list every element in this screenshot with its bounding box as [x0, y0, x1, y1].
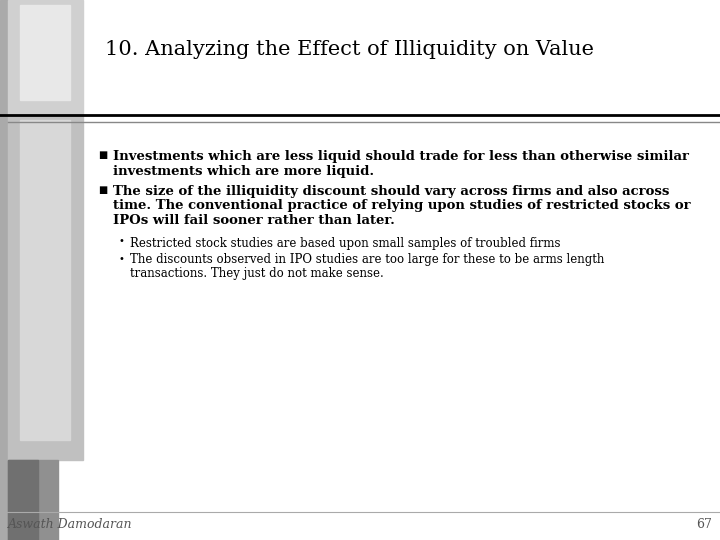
Text: Restricted stock studies are based upon small samples of troubled firms: Restricted stock studies are based upon …: [130, 237, 560, 249]
Text: 10. Analyzing the Effect of Illiquidity on Value: 10. Analyzing the Effect of Illiquidity …: [105, 40, 594, 59]
Bar: [20, 120, 70, 440]
Text: •: •: [118, 237, 124, 246]
Bar: [20, 5, 70, 100]
Bar: [8, 460, 58, 540]
Text: transactions. They just do not make sense.: transactions. They just do not make sens…: [130, 267, 384, 280]
Text: Aswath Damodaran: Aswath Damodaran: [8, 518, 132, 531]
Text: 67: 67: [696, 518, 712, 531]
Bar: [0, 0, 8, 540]
Bar: [8, 0, 83, 115]
Text: ■: ■: [98, 150, 107, 160]
Bar: [8, 460, 38, 540]
Text: Investments which are less liquid should trade for less than otherwise similar: Investments which are less liquid should…: [113, 150, 689, 163]
Text: The size of the illiquidity discount should vary across firms and also across: The size of the illiquidity discount sho…: [113, 185, 670, 198]
Text: IPOs will fail sooner rather than later.: IPOs will fail sooner rather than later.: [113, 214, 395, 227]
Text: The discounts observed in IPO studies are too large for these to be arms length: The discounts observed in IPO studies ar…: [130, 253, 604, 267]
Text: ■: ■: [98, 185, 107, 195]
Bar: [8, 115, 83, 460]
Text: investments which are more liquid.: investments which are more liquid.: [113, 165, 374, 178]
Text: time. The conventional practice of relying upon studies of restricted stocks or: time. The conventional practice of relyi…: [113, 199, 690, 213]
Text: •: •: [118, 253, 124, 264]
